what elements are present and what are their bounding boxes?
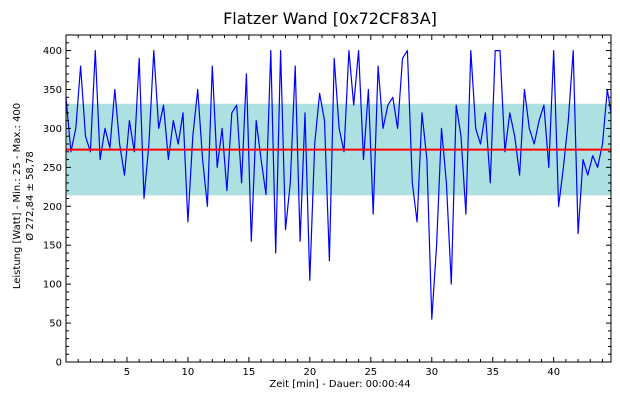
y-tick-label: 300	[43, 124, 62, 135]
x-tick-label: 40	[547, 367, 560, 378]
x-tick-label: 30	[425, 367, 438, 378]
y-tick-label: 400	[43, 46, 62, 57]
power-series-line	[65, 49, 612, 320]
x-tick-label: 25	[364, 367, 377, 378]
y-tick-label: 350	[43, 85, 62, 96]
y-tick-label: 200	[43, 202, 62, 213]
y-tick-label: 100	[43, 280, 62, 291]
x-tick-label: 35	[486, 367, 499, 378]
chart-title: Flatzer Wand [0x72CF83A]	[223, 9, 437, 28]
y-tick-label: 250	[43, 163, 62, 174]
plot-area: 0 50 100 150 200 250 300 350 400 5 10 15 20 25 30 35 40	[43, 34, 612, 378]
x-tick-label: 15	[243, 367, 256, 378]
y-tick-label: 0	[56, 358, 62, 369]
x-axis-label: Zeit [min] - Dauer: 00:00:44	[269, 379, 410, 390]
x-tick-label: 10	[182, 367, 195, 378]
x-tick-label: 20	[303, 367, 316, 378]
x-tick-label: 5	[124, 367, 130, 378]
y-tick-label: 50	[49, 319, 62, 330]
y-axis-label: Leistung [Watt] - Min.: 25 - Max.: 400	[12, 103, 23, 289]
y-tick-label: 150	[43, 241, 62, 252]
y-axis-mean-label: Ø 272,84 ± 58,78	[24, 151, 36, 240]
